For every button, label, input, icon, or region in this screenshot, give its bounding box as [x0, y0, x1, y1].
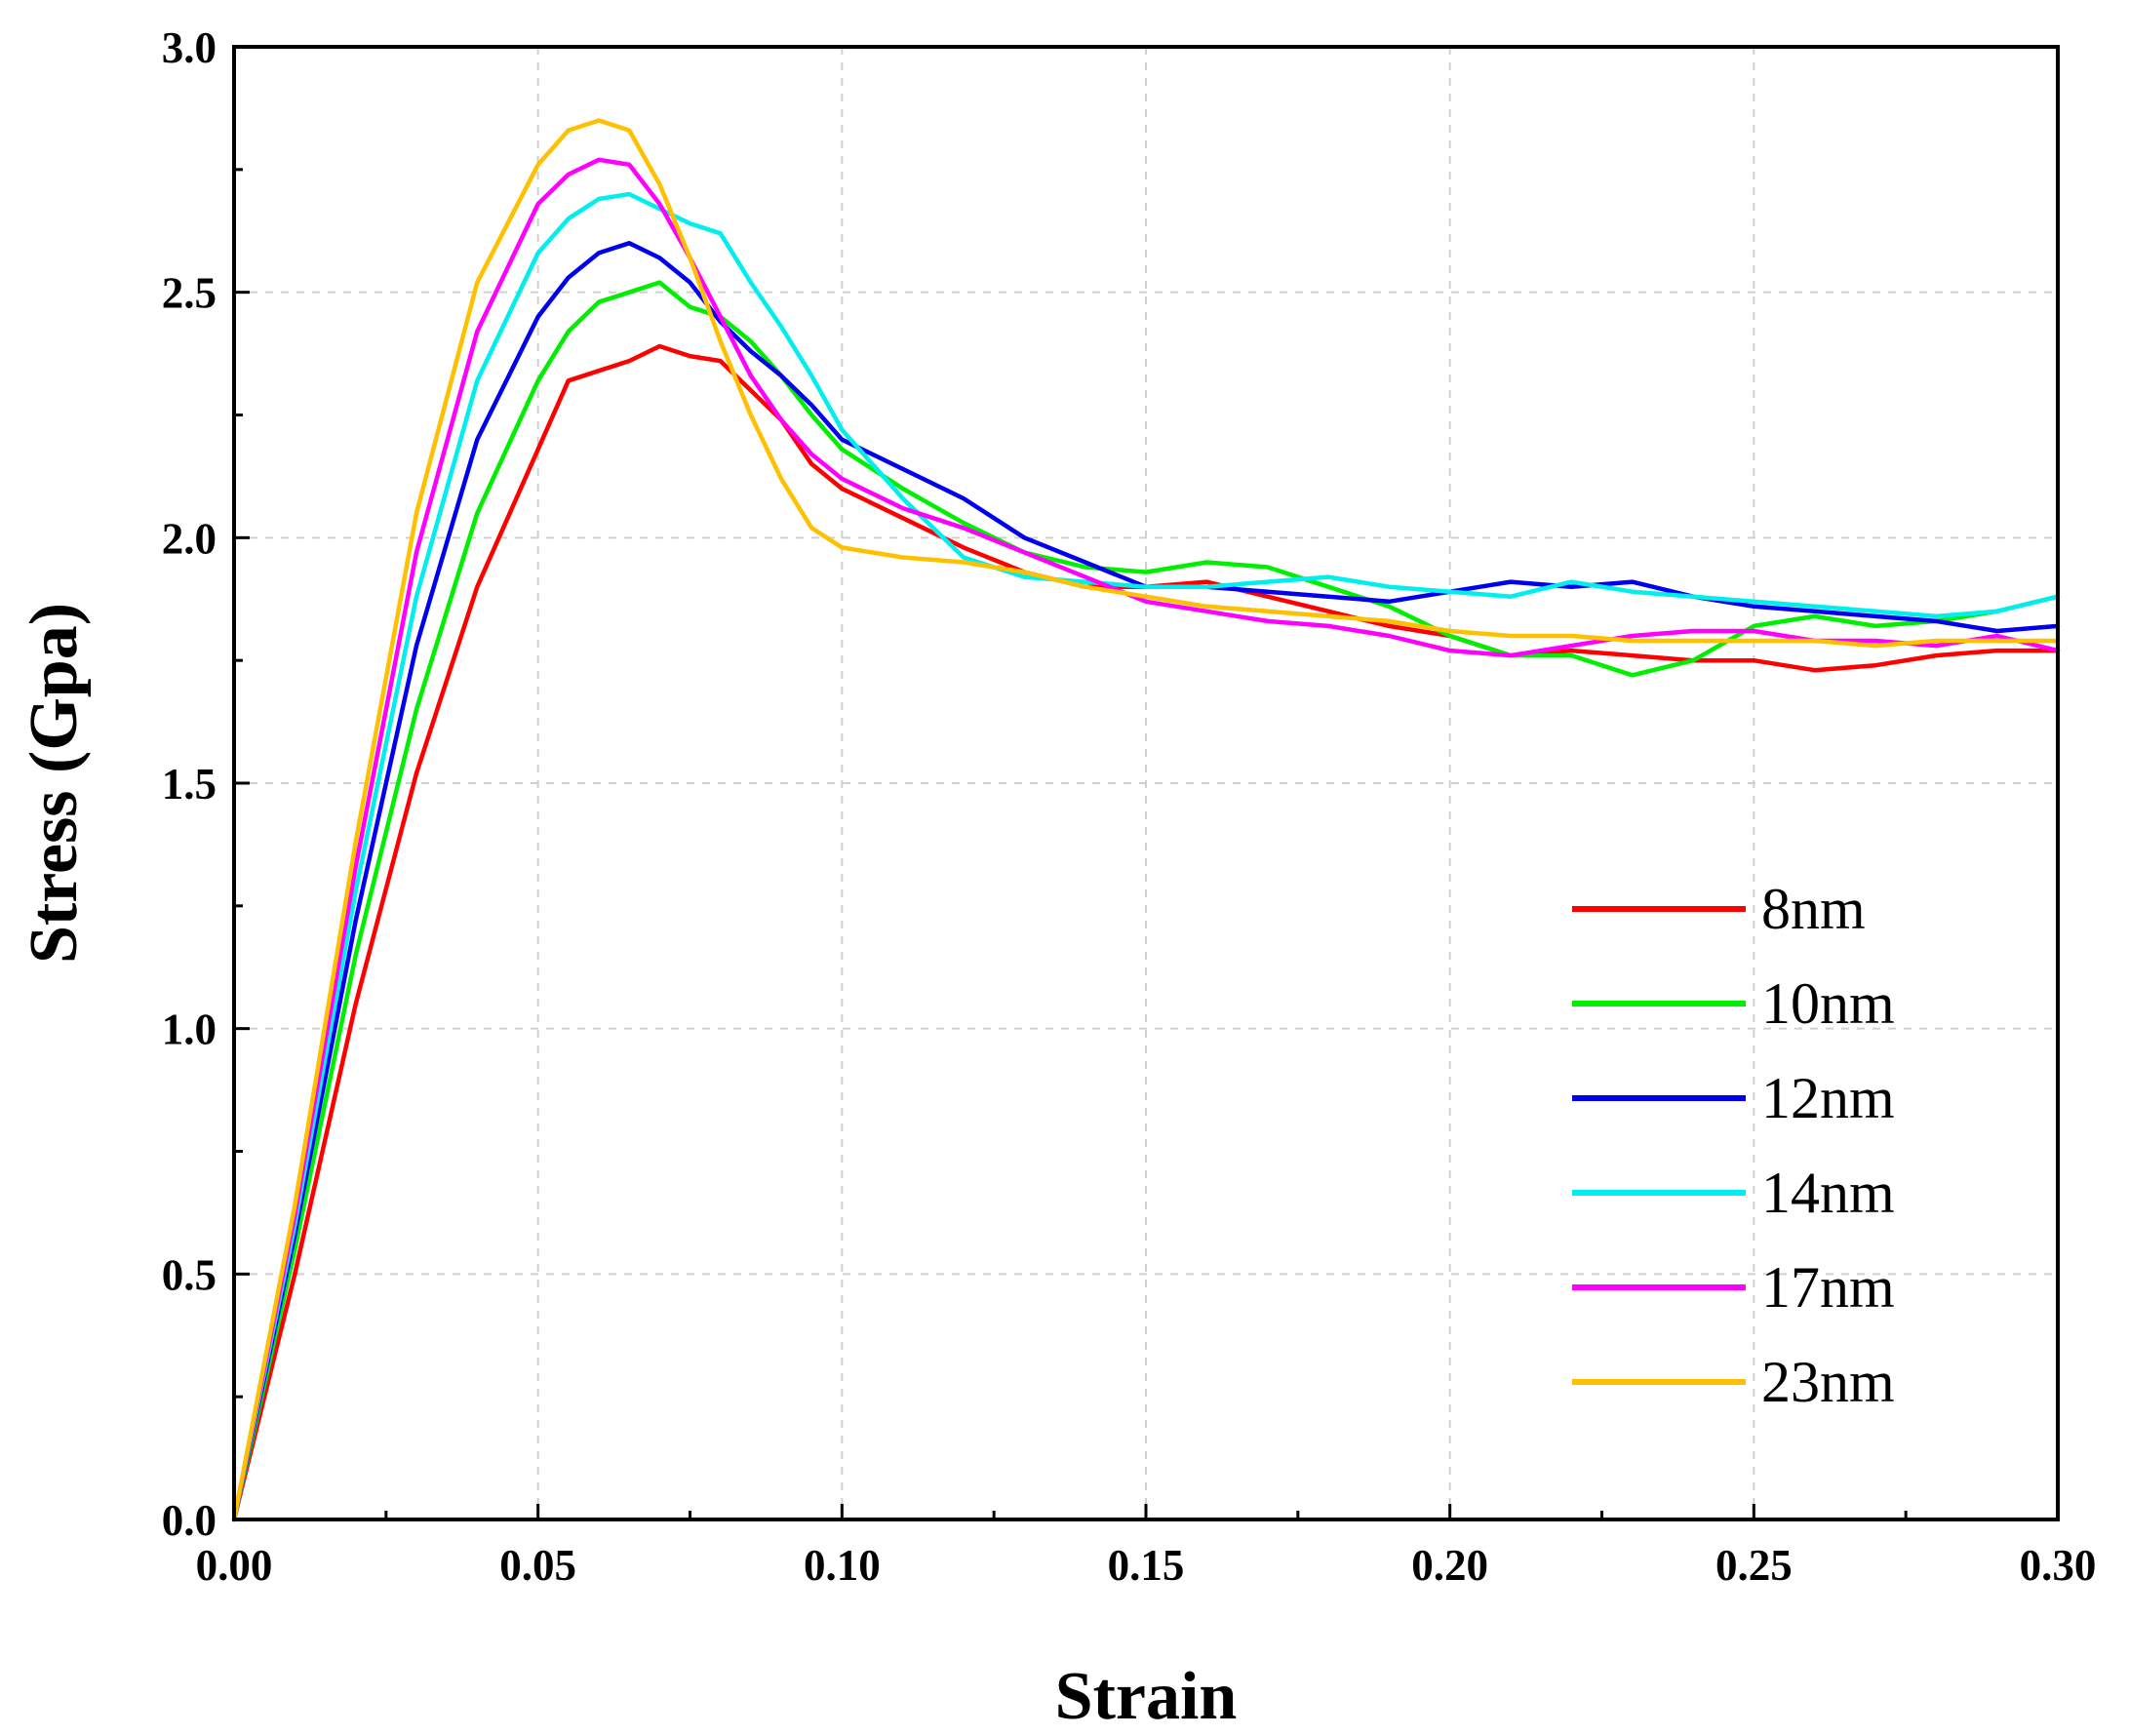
y-tick-label: 1.0: [162, 1006, 217, 1054]
y-tick-label: 1.5: [162, 760, 217, 809]
y-tick-label: 2.5: [162, 269, 217, 318]
y-axis-title: Stress (Gpa): [17, 603, 92, 964]
legend-label-17nm: 17nm: [1761, 1255, 1895, 1320]
x-tick-label: 0.15: [1108, 1541, 1185, 1590]
series-line-10nm: [231, 280, 2061, 1522]
y-tick-label: 0.0: [162, 1496, 217, 1545]
plot-frame: [232, 45, 2060, 1521]
legend: 8nm 10nm 12nm 14nm 17nm 23nm: [1572, 877, 1895, 1414]
y-tick-label: 2.0: [162, 514, 217, 563]
legend-label-14nm: 14nm: [1761, 1161, 1895, 1225]
legend-label-23nm: 23nm: [1761, 1350, 1895, 1414]
y-tick-label: 0.5: [162, 1250, 217, 1299]
x-tick-label: 0.10: [804, 1541, 881, 1590]
legend-label-8nm: 8nm: [1761, 877, 1866, 941]
grid-lines: [234, 47, 2058, 1519]
legend-label-10nm: 10nm: [1761, 971, 1895, 1036]
y-tick-labels: 0.0 0.5 1.0 1.5 2.0 2.5 3.0: [162, 23, 217, 1545]
x-tick-labels: 0.00 0.05 0.10 0.15 0.20 0.25 0.30: [196, 1541, 2097, 1590]
series-line-8nm: [231, 343, 2061, 1522]
x-tick-label: 0.30: [2020, 1541, 2097, 1590]
x-tick-label: 0.05: [499, 1541, 576, 1590]
x-axis-title: Strain: [1055, 1659, 1238, 1734]
legend-label-12nm: 12nm: [1761, 1066, 1895, 1130]
series-lines: [231, 118, 2061, 1522]
x-tick-label: 0.00: [196, 1541, 273, 1590]
series-line-17nm: [231, 157, 2061, 1522]
x-tick-label: 0.20: [1411, 1541, 1488, 1590]
y-tick-label: 3.0: [162, 23, 217, 72]
x-tick-label: 0.25: [1715, 1541, 1793, 1590]
series-line-23nm: [231, 118, 2061, 1522]
